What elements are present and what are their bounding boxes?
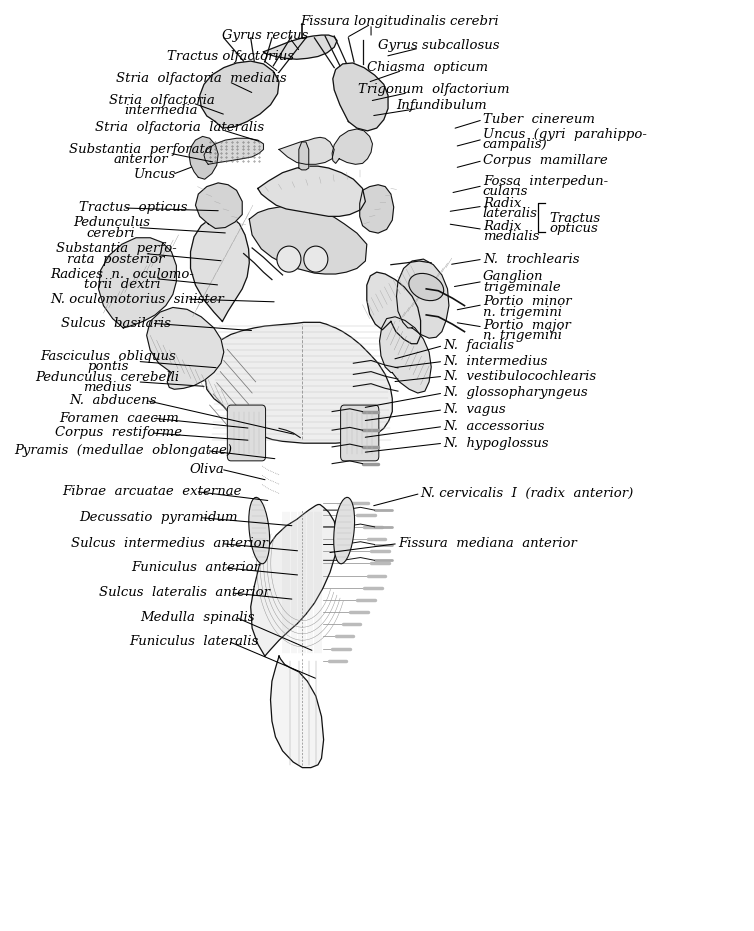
Text: n. trigemini: n. trigemini xyxy=(483,305,562,318)
Text: Pedunculus: Pedunculus xyxy=(72,216,150,229)
Text: Substantia  perfo-: Substantia perfo- xyxy=(56,242,176,255)
Text: Stria  olfactoria: Stria olfactoria xyxy=(109,94,214,107)
Text: trigeminale: trigeminale xyxy=(483,280,561,293)
Text: Gyrus subcallosus: Gyrus subcallosus xyxy=(378,39,499,52)
Text: N.  vagus: N. vagus xyxy=(443,403,506,416)
Ellipse shape xyxy=(304,246,328,272)
Polygon shape xyxy=(191,214,250,321)
Polygon shape xyxy=(299,142,308,169)
Text: medius: medius xyxy=(84,381,132,394)
Text: Sulcus  intermedius  anterior: Sulcus intermedius anterior xyxy=(71,537,268,550)
Text: Tractus olfactorius: Tractus olfactorius xyxy=(167,50,294,63)
Text: n. trigemini: n. trigemini xyxy=(483,329,562,342)
Polygon shape xyxy=(271,656,323,768)
Text: Decussatio  pyramidum: Decussatio pyramidum xyxy=(79,511,238,524)
Text: N.  accessorius: N. accessorius xyxy=(443,420,544,433)
Text: intermedia: intermedia xyxy=(124,104,198,117)
Text: Sulcus  lateralis  anterior: Sulcus lateralis anterior xyxy=(100,587,271,600)
FancyBboxPatch shape xyxy=(341,405,379,461)
Text: pontis: pontis xyxy=(87,360,128,373)
Polygon shape xyxy=(189,137,218,179)
Text: N.  vestibulocochlearis: N. vestibulocochlearis xyxy=(443,370,596,383)
Polygon shape xyxy=(332,129,372,164)
Text: Oliva: Oliva xyxy=(189,463,224,476)
Text: Sulcus  basilaris: Sulcus basilaris xyxy=(61,317,171,330)
Ellipse shape xyxy=(249,497,270,564)
Text: Pyramis  (medullae  oblongatae): Pyramis (medullae oblongatae) xyxy=(14,444,232,457)
Text: Fasciculus  obliquus: Fasciculus obliquus xyxy=(40,350,176,363)
Text: N.  facialis: N. facialis xyxy=(443,339,514,352)
Text: Portio  major: Portio major xyxy=(483,318,571,331)
Polygon shape xyxy=(333,63,388,131)
Text: Fissura longitudinalis cerebri: Fissura longitudinalis cerebri xyxy=(300,15,498,28)
Polygon shape xyxy=(204,322,392,443)
Text: Tuber  cinereum: Tuber cinereum xyxy=(483,114,595,127)
Polygon shape xyxy=(366,272,421,344)
Text: Foramen  caecum: Foramen caecum xyxy=(59,412,179,425)
Text: N.  glossopharyngeus: N. glossopharyngeus xyxy=(443,386,588,399)
Text: Fossa  interpedun-: Fossa interpedun- xyxy=(483,174,608,187)
Polygon shape xyxy=(263,35,337,60)
Text: N.  abducens: N. abducens xyxy=(69,394,157,407)
Text: Substantia  perforata: Substantia perforata xyxy=(69,143,213,155)
Polygon shape xyxy=(195,182,242,228)
FancyBboxPatch shape xyxy=(228,405,265,461)
Polygon shape xyxy=(204,139,263,164)
Text: Radix: Radix xyxy=(483,220,521,233)
Polygon shape xyxy=(379,317,431,393)
Text: rata  posterior: rata posterior xyxy=(67,252,165,265)
Text: Gyrus rectus: Gyrus rectus xyxy=(222,29,308,42)
Text: Ganglion: Ganglion xyxy=(483,270,544,283)
Polygon shape xyxy=(279,138,334,164)
Polygon shape xyxy=(360,184,394,233)
Polygon shape xyxy=(258,166,366,216)
Text: Tractus  opticus: Tractus opticus xyxy=(79,201,188,214)
Text: Portio  minor: Portio minor xyxy=(483,295,572,308)
Ellipse shape xyxy=(334,497,354,564)
Text: anterior: anterior xyxy=(114,154,168,166)
Text: N.  intermedius: N. intermedius xyxy=(443,355,547,368)
Text: Infundibulum: Infundibulum xyxy=(397,100,487,113)
Text: Funiculus  anterior: Funiculus anterior xyxy=(131,561,260,574)
Polygon shape xyxy=(397,259,449,338)
Text: opticus: opticus xyxy=(550,222,598,235)
Text: campalis): campalis) xyxy=(483,139,547,151)
Text: Pedunculus  cerebelli: Pedunculus cerebelli xyxy=(35,371,179,384)
Text: N.  hypoglossus: N. hypoglossus xyxy=(443,437,549,450)
Text: N.  trochlearis: N. trochlearis xyxy=(483,252,579,265)
Text: Uncus  (gyri  parahippo-: Uncus (gyri parahippo- xyxy=(483,128,647,142)
Text: torii  dextri: torii dextri xyxy=(84,277,160,290)
Polygon shape xyxy=(146,307,224,389)
Text: Fissura  mediana  anterior: Fissura mediana anterior xyxy=(398,537,577,550)
Text: Tractus: Tractus xyxy=(550,211,600,224)
Text: Corpus  mamillare: Corpus mamillare xyxy=(483,155,608,167)
Text: medialis: medialis xyxy=(483,230,539,243)
Text: N. cervicalis  I  (radix  anterior): N. cervicalis I (radix anterior) xyxy=(421,487,634,500)
Polygon shape xyxy=(99,237,176,328)
Text: Fibrae  arcuatae  externae: Fibrae arcuatae externae xyxy=(62,485,241,498)
Text: Radices  n.  oculomo-: Radices n. oculomo- xyxy=(50,267,194,280)
Ellipse shape xyxy=(409,274,443,301)
Text: cularis: cularis xyxy=(483,184,529,197)
Polygon shape xyxy=(250,207,366,274)
Text: Stria  olfactoria  medialis: Stria olfactoria medialis xyxy=(116,73,287,86)
Ellipse shape xyxy=(277,246,301,272)
Text: Medulla  spinalis: Medulla spinalis xyxy=(140,611,255,624)
Polygon shape xyxy=(250,505,337,656)
Text: cerebri: cerebri xyxy=(87,226,136,239)
Text: N. oculomotorius  sinister: N. oculomotorius sinister xyxy=(51,292,225,305)
Text: lateralis: lateralis xyxy=(483,207,538,220)
Text: Funiculus  lateralis: Funiculus lateralis xyxy=(130,635,259,648)
Text: Uncus: Uncus xyxy=(134,168,176,181)
Text: Stria  olfactoria  lateralis: Stria olfactoria lateralis xyxy=(95,121,265,134)
Polygon shape xyxy=(200,61,279,128)
Text: Chiasma  opticum: Chiasma opticum xyxy=(367,61,489,74)
Text: Trigonum  olfactorium: Trigonum olfactorium xyxy=(357,84,509,97)
Text: Corpus  restiforme: Corpus restiforme xyxy=(56,426,182,439)
Text: Radix: Radix xyxy=(483,196,521,209)
